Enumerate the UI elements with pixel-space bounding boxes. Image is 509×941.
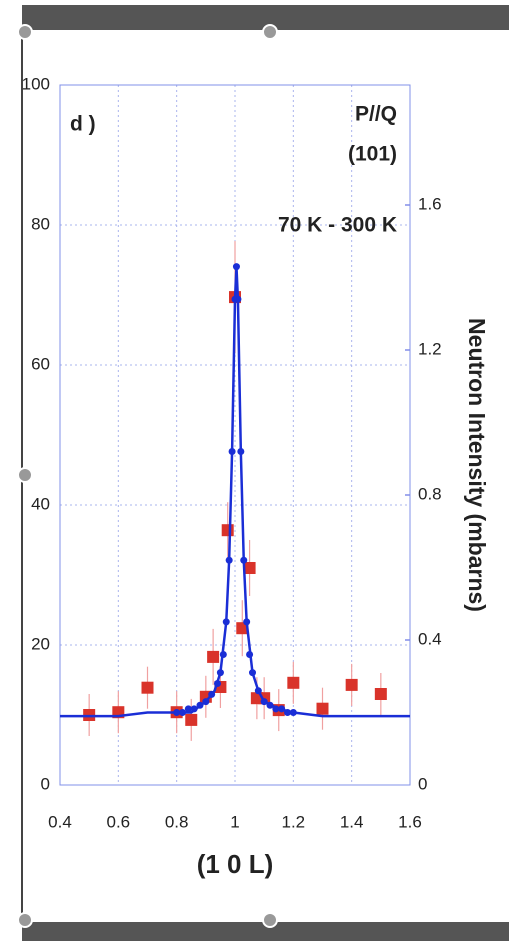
data-point (287, 676, 300, 689)
y-tick-label: 40 (31, 494, 50, 513)
handle[interactable] (17, 912, 33, 928)
y2-tick-label: 0 (418, 774, 427, 793)
annotation: P//Q (355, 103, 397, 126)
x-tick-label: 1.2 (282, 812, 306, 831)
annotation: (101) (348, 143, 397, 166)
handle[interactable] (262, 912, 278, 928)
data-point (185, 713, 198, 726)
y2-tick-label: 1.6 (418, 194, 442, 213)
y2-axis-label: Neutron Intensity (mbarns) (464, 318, 490, 612)
y-tick-label: 60 (31, 354, 50, 373)
handle[interactable] (17, 467, 33, 483)
handle[interactable] (262, 24, 278, 40)
y-tick-label: 0 (41, 774, 50, 793)
y-tick-label: 80 (31, 214, 50, 233)
data-point (141, 681, 154, 694)
y2-tick-label: 1.2 (418, 339, 442, 358)
data-point (374, 688, 387, 700)
x-axis-label: (1 0 L) (197, 849, 274, 879)
annotation: 70 K - 300 K (278, 214, 397, 237)
x-tick-label: 0.4 (48, 812, 72, 831)
x-tick-label: 0.8 (165, 812, 189, 831)
plot-frame (59, 84, 411, 786)
y-tick-label: 20 (31, 634, 50, 653)
plot: 0.4 0.6 0.8 1 1.2 1.4 1.6 0 20 40 60 80 100 0 0.4 0.8 1.… (22, 74, 442, 831)
handles (17, 24, 278, 928)
data-point (236, 622, 249, 635)
data-point (184, 705, 192, 713)
y2-tick-label: 0.8 (418, 484, 442, 503)
data-point (243, 562, 256, 574)
data-point (345, 678, 358, 691)
x-tick-label: 1.4 (340, 812, 364, 831)
x-tick-label: 0.6 (107, 812, 131, 831)
data-point (207, 650, 220, 663)
x-tick-label: 1 (230, 812, 239, 831)
fit-line (60, 266, 410, 718)
y-tick-label: 100 (22, 74, 50, 93)
x-tick-label: 1.6 (398, 812, 422, 831)
bottom-bar (22, 922, 509, 941)
y2-tick-label: 0.4 (418, 629, 442, 648)
data-point (316, 702, 329, 715)
handle[interactable] (17, 24, 33, 40)
data-point (221, 524, 234, 537)
annotation: d ) (70, 113, 96, 136)
